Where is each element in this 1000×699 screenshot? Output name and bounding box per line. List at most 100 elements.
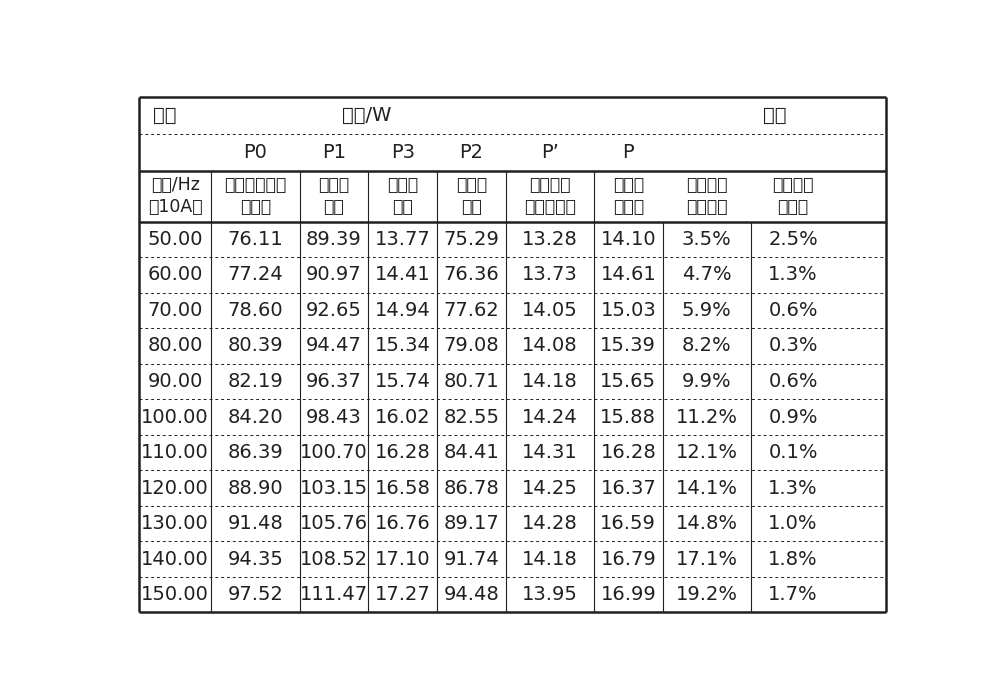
Text: 79.08: 79.08 xyxy=(444,336,499,356)
Text: 12.1%: 12.1% xyxy=(676,443,738,462)
Text: 97.52: 97.52 xyxy=(228,585,283,604)
Text: P2: P2 xyxy=(459,143,483,161)
Text: 96.37: 96.37 xyxy=(306,372,362,391)
Text: 89.17: 89.17 xyxy=(444,514,499,533)
Text: 16.59: 16.59 xyxy=(600,514,656,533)
Text: 1.3%: 1.3% xyxy=(768,266,818,284)
Text: 14.94: 14.94 xyxy=(375,301,431,320)
Text: 线圈计
算值: 线圈计 算值 xyxy=(456,176,487,216)
Text: 140.00: 140.00 xyxy=(141,549,209,569)
Text: 111.47: 111.47 xyxy=(300,585,368,604)
Text: 89.39: 89.39 xyxy=(306,230,362,249)
Text: 15.39: 15.39 xyxy=(600,336,656,356)
Text: 16.76: 16.76 xyxy=(375,514,431,533)
Text: 86.39: 86.39 xyxy=(228,443,283,462)
Text: 14.61: 14.61 xyxy=(600,266,656,284)
Text: 86.78: 86.78 xyxy=(444,479,499,498)
Text: 14.1%: 14.1% xyxy=(676,479,738,498)
Text: 82.55: 82.55 xyxy=(443,408,499,426)
Text: 16.28: 16.28 xyxy=(375,443,431,462)
Text: 80.39: 80.39 xyxy=(228,336,283,356)
Text: 50.00: 50.00 xyxy=(147,230,203,249)
Text: 16.79: 16.79 xyxy=(600,549,656,569)
Text: 77.62: 77.62 xyxy=(444,301,499,320)
Text: 传统方法
铜板测量值: 传统方法 铜板测量值 xyxy=(524,176,576,216)
Text: 0.9%: 0.9% xyxy=(768,408,818,426)
Text: 120.00: 120.00 xyxy=(141,479,209,498)
Text: 8.2%: 8.2% xyxy=(682,336,732,356)
Text: 14.08: 14.08 xyxy=(522,336,578,356)
Text: 17.10: 17.10 xyxy=(375,549,430,569)
Text: 1.7%: 1.7% xyxy=(768,585,818,604)
Text: 1.8%: 1.8% xyxy=(768,549,818,569)
Text: P’: P’ xyxy=(541,143,559,161)
Text: 100.00: 100.00 xyxy=(141,408,209,426)
Text: 激励: 激励 xyxy=(153,106,176,125)
Text: 13.28: 13.28 xyxy=(522,230,578,249)
Text: 14.41: 14.41 xyxy=(375,266,431,284)
Text: 9.9%: 9.9% xyxy=(682,372,732,391)
Text: 负载测
量值: 负载测 量值 xyxy=(318,176,350,216)
Text: 92.65: 92.65 xyxy=(306,301,362,320)
Text: 5.9%: 5.9% xyxy=(682,301,732,320)
Text: P0: P0 xyxy=(244,143,267,161)
Text: 84.20: 84.20 xyxy=(228,408,283,426)
Text: 14.25: 14.25 xyxy=(522,479,578,498)
Text: 11.2%: 11.2% xyxy=(676,408,738,426)
Text: 13.73: 13.73 xyxy=(522,266,578,284)
Text: 19.2%: 19.2% xyxy=(676,585,738,604)
Text: 3.5%: 3.5% xyxy=(682,230,732,249)
Text: 4.7%: 4.7% xyxy=(682,266,732,284)
Text: 损耗/W: 损耗/W xyxy=(342,106,391,125)
Text: 本方法测
量误差: 本方法测 量误差 xyxy=(772,176,814,216)
Text: 84.41: 84.41 xyxy=(444,443,499,462)
Text: 13.95: 13.95 xyxy=(522,585,578,604)
Text: 17.27: 17.27 xyxy=(375,585,431,604)
Text: 0.6%: 0.6% xyxy=(768,372,818,391)
Text: 传统测量
方法误差: 传统测量 方法误差 xyxy=(686,176,727,216)
Text: 108.52: 108.52 xyxy=(300,549,368,569)
Text: 94.47: 94.47 xyxy=(306,336,362,356)
Text: 90.00: 90.00 xyxy=(147,372,203,391)
Text: 14.24: 14.24 xyxy=(522,408,578,426)
Text: 0.6%: 0.6% xyxy=(768,301,818,320)
Text: 0.1%: 0.1% xyxy=(768,443,818,462)
Text: 94.48: 94.48 xyxy=(444,585,499,604)
Text: P3: P3 xyxy=(391,143,415,161)
Text: 91.74: 91.74 xyxy=(444,549,499,569)
Text: 75.29: 75.29 xyxy=(443,230,499,249)
Text: P: P xyxy=(622,143,634,161)
Text: 76.11: 76.11 xyxy=(228,230,283,249)
Text: 78.60: 78.60 xyxy=(228,301,283,320)
Text: 88.90: 88.90 xyxy=(228,479,283,498)
Text: 91.48: 91.48 xyxy=(228,514,283,533)
Text: 15.65: 15.65 xyxy=(600,372,656,391)
Text: 15.03: 15.03 xyxy=(600,301,656,320)
Text: 16.99: 16.99 xyxy=(600,585,656,604)
Text: 16.02: 16.02 xyxy=(375,408,430,426)
Text: 1.3%: 1.3% xyxy=(768,479,818,498)
Text: 本方法
测量值: 本方法 测量值 xyxy=(613,176,644,216)
Text: 150.00: 150.00 xyxy=(141,585,209,604)
Text: 80.71: 80.71 xyxy=(444,372,499,391)
Text: 14.10: 14.10 xyxy=(600,230,656,249)
Text: 94.35: 94.35 xyxy=(228,549,283,569)
Text: 77.24: 77.24 xyxy=(228,266,283,284)
Text: 15.88: 15.88 xyxy=(600,408,656,426)
Text: 铜板实
际值: 铜板实 际值 xyxy=(387,176,418,216)
Text: 90.97: 90.97 xyxy=(306,266,362,284)
Text: 60.00: 60.00 xyxy=(147,266,203,284)
Text: 80.00: 80.00 xyxy=(147,336,203,356)
Text: 82.19: 82.19 xyxy=(228,372,283,391)
Text: 76.36: 76.36 xyxy=(444,266,499,284)
Text: 空载（线圈）
测量值: 空载（线圈） 测量值 xyxy=(224,176,287,216)
Text: 17.1%: 17.1% xyxy=(676,549,738,569)
Text: 14.18: 14.18 xyxy=(522,372,578,391)
Text: 14.28: 14.28 xyxy=(522,514,578,533)
Text: P1: P1 xyxy=(322,143,346,161)
Text: 0.3%: 0.3% xyxy=(768,336,818,356)
Text: 误差: 误差 xyxy=(763,106,786,125)
Text: 14.18: 14.18 xyxy=(522,549,578,569)
Text: 130.00: 130.00 xyxy=(141,514,209,533)
Text: 105.76: 105.76 xyxy=(300,514,368,533)
